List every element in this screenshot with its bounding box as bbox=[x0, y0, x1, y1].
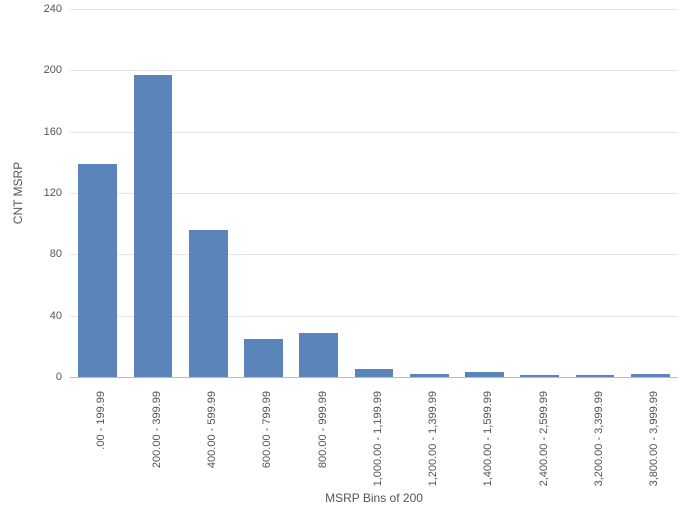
x-tick-label: 2,400.00 - 2,599.99 bbox=[538, 391, 550, 486]
bar bbox=[244, 339, 283, 377]
x-tick-label: .00 - 199.99 bbox=[95, 391, 107, 450]
bar bbox=[189, 230, 228, 377]
bar bbox=[465, 372, 504, 377]
bar bbox=[355, 369, 394, 377]
bar bbox=[576, 375, 615, 377]
bar bbox=[134, 75, 173, 377]
x-tick-label: 1,000.00 - 1,199.99 bbox=[372, 391, 384, 486]
y-tick-label: 240 bbox=[0, 3, 62, 15]
y-tick-label: 40 bbox=[0, 310, 62, 322]
x-axis-baseline bbox=[70, 377, 678, 378]
x-tick-label: 3,200.00 - 3,399.99 bbox=[593, 391, 605, 486]
gridline bbox=[70, 70, 678, 71]
bar bbox=[410, 374, 449, 377]
x-tick-label: 200.00 - 399.99 bbox=[151, 391, 163, 468]
x-tick-label: 1,400.00 - 1,599.99 bbox=[482, 391, 494, 486]
x-tick-label: 400.00 - 599.99 bbox=[206, 391, 218, 468]
y-tick-label: 0 bbox=[0, 371, 62, 383]
x-tick-label: 3,800.00 - 3,999.99 bbox=[648, 391, 660, 486]
y-tick-label: 80 bbox=[0, 248, 62, 260]
y-tick-label: 160 bbox=[0, 126, 62, 138]
x-tick-label: 1,200.00 - 1,399.99 bbox=[427, 391, 439, 486]
y-tick-label: 200 bbox=[0, 64, 62, 76]
gridline bbox=[70, 9, 678, 10]
histogram-chart: CNT MSRP MSRP Bins of 200 04080120160200… bbox=[0, 0, 699, 513]
plot-area bbox=[70, 9, 678, 377]
x-axis-title: MSRP Bins of 200 bbox=[325, 491, 423, 505]
bar bbox=[299, 333, 338, 377]
bar bbox=[520, 375, 559, 377]
bar bbox=[78, 164, 117, 377]
bar bbox=[631, 374, 670, 377]
x-tick-label: 800.00 - 999.99 bbox=[317, 391, 329, 468]
x-tick-label: 600.00 - 799.99 bbox=[261, 391, 273, 468]
y-tick-label: 120 bbox=[0, 187, 62, 199]
